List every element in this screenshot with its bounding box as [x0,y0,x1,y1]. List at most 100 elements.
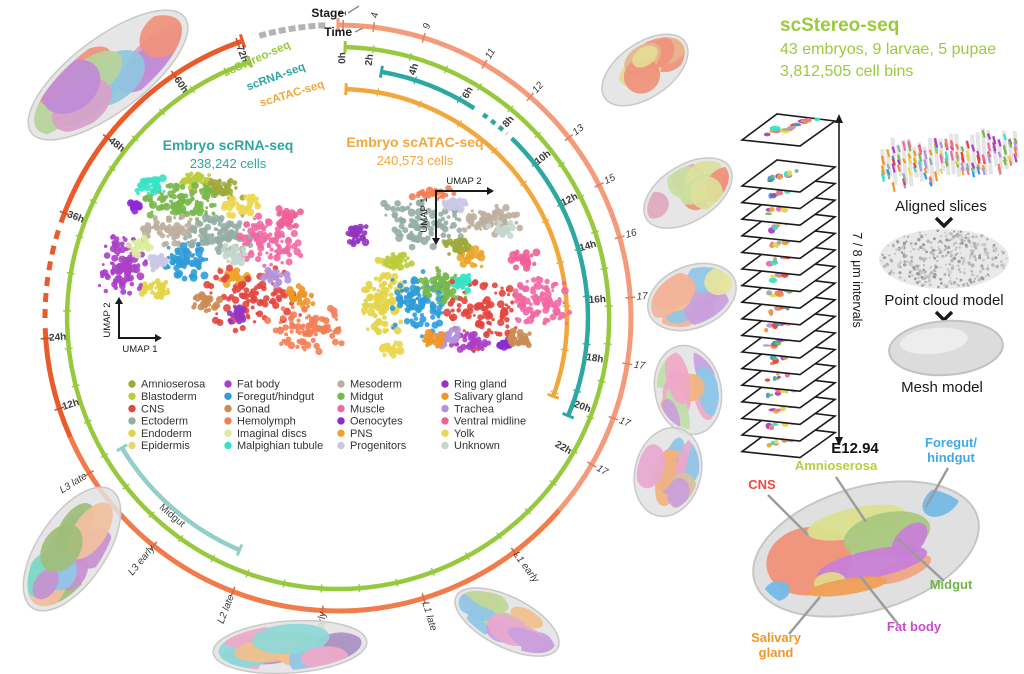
assay-arc-tick [556,261,565,265]
umap-cluster-dot [419,315,427,323]
umap-cluster-dot [179,184,186,190]
point-cloud-label: Point cloud model [884,292,1003,309]
point-cloud-dot [991,263,995,267]
aligned-slice-stroke [971,162,976,169]
umap-cluster-dot [331,338,339,346]
annotation-leader-line [767,494,809,536]
umap-cluster-dot [565,321,568,325]
slice-section-blob [792,123,801,127]
annotation-leader-line [859,575,899,625]
umap-cluster-dot [425,212,429,215]
point-cloud-dot [971,249,975,253]
umap-cluster-dot [187,233,193,239]
legend-item: Endoderm [128,428,192,440]
embryo-organ [891,522,928,559]
midgut-arc-endcap [116,443,128,453]
axis-arrowhead-up [115,297,123,304]
umap-cluster-dot [445,330,453,338]
point-cloud-dot [957,230,960,233]
assay-arc-tick [413,76,418,85]
umap-cluster-dot [437,311,441,316]
umap-cluster-dot [523,254,531,261]
legend-swatch [337,380,345,388]
point-cloud-dot [920,270,924,275]
umap-cluster-dot [447,234,451,238]
point-cloud-dot [986,267,990,271]
point-cloud-dot [936,260,939,263]
umap-cluster-dot [315,347,323,356]
point-cloud-dot [950,259,954,263]
point-cloud-dot [908,269,911,272]
umap-cluster-dot [175,260,180,265]
umap-cluster-dot [449,225,453,229]
umap-cluster-dot [227,318,232,322]
umap-cluster-dot [527,331,532,336]
point-cloud-dot [986,256,990,260]
umap-cluster-dot [391,326,395,330]
aligned-slices-graphic [880,128,1020,192]
legend-item: Epidermis [128,440,190,452]
annotation-leader-line [896,537,945,582]
umap-cluster-dot [500,286,504,290]
aligned-slices-label: Aligned slices [895,198,987,215]
aligned-slice-stroke [1008,140,1013,148]
time-header-label: Time [324,25,352,39]
umap-cluster-dot [229,275,237,282]
umap-cluster-dot [269,262,273,267]
point-cloud-dot [929,251,933,255]
aligned-slice-stroke [902,177,907,186]
umap-cluster-dot [360,286,368,294]
umap-cluster-dot [427,225,435,233]
umap-cluster-dot [529,302,533,307]
umap-cluster-dot [366,327,370,332]
assay-arc-tick [223,67,228,76]
umap-cluster-dot [515,317,522,324]
point-cloud-dot [964,243,968,247]
aligned-slice-stroke [923,172,928,180]
aligned-slice-stroke [886,149,891,158]
aligned-slice-stroke [981,164,986,171]
umap-cluster-dot [173,205,181,213]
umap-cluster-dot [518,301,527,310]
umap-cluster-dot [513,251,519,257]
point-cloud-dot [937,241,940,244]
point-cloud-dot [883,256,887,259]
umap-cluster-dot [142,281,148,287]
umap-cluster-dot [204,257,209,262]
embryo-model [601,33,689,107]
embryo-model [645,261,737,332]
umap-cluster-dot [250,294,254,299]
umap-cluster-dot [505,324,510,329]
umap-cluster-dot [477,302,484,309]
point-cloud-dot [903,260,906,263]
umap-cluster-dot [497,211,502,216]
legend-swatch [128,417,136,425]
point-cloud-dot [919,245,923,249]
timeline-tick [54,406,65,411]
legend-label: Progenitors [350,440,407,452]
umap-cluster-dot [159,223,166,231]
umap-cluster-dot [507,255,516,264]
legend-swatch [224,417,232,425]
umap-cluster-dot [457,207,464,214]
aligned-slice-stroke [949,150,954,161]
organ-annotation-label: Salivary gland [751,630,802,660]
umap-cluster-dot [150,225,155,230]
aligned-slice-stroke [986,142,992,152]
aligned-slice-stroke [891,146,896,154]
umap-cluster-dot [392,343,397,347]
point-cloud-dot [952,234,956,238]
umap-cluster-dot [183,235,188,241]
umap-cluster-dot [407,208,416,217]
aligned-slice-stroke [1013,138,1018,144]
umap-cluster-dot [514,220,519,225]
point-cloud-dot [918,231,922,234]
point-cloud-dot [948,280,952,284]
umap-cluster-dot [561,280,567,286]
point-cloud-dot [987,251,990,254]
stereo-seq-counts-line2: 3,812,505 cell bins [780,62,914,80]
umap-cluster-dot [460,343,467,351]
umap-cluster-dot [437,337,446,345]
slice-section-blob [776,189,783,196]
